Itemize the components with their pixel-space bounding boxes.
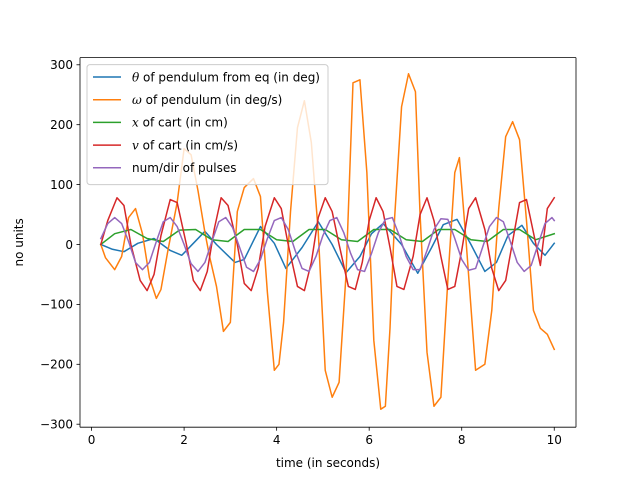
x-tick-label: 0 — [88, 433, 96, 447]
legend: θ of pendulum from eq (in deg) ω of pendu… — [86, 64, 329, 186]
x-tick-label: 6 — [365, 433, 373, 447]
series-line-1 — [99, 73, 556, 410]
y-tick-label: 200 — [50, 118, 73, 132]
legend-label-0: θ of pendulum from eq (in deg) — [132, 70, 320, 84]
series-line-3 — [99, 196, 556, 292]
legend-box — [86, 64, 329, 186]
legend-label-part: v — [132, 138, 139, 152]
legend-label-1: ω of pendulum (in deg/s) — [132, 93, 282, 107]
legend-label-part: ω — [132, 93, 142, 107]
x-tick-label: 8 — [458, 433, 466, 447]
y-tick-label: −100 — [40, 298, 73, 312]
axes — [79, 57, 577, 428]
legend-label-part: of pendulum from eq (in deg) — [139, 70, 320, 84]
y-axis-label: no units — [12, 218, 26, 266]
legend-label-part: of pendulum (in deg/s) — [142, 93, 283, 107]
x-tick-label: 4 — [273, 433, 281, 447]
series-line-4 — [99, 216, 556, 273]
legend-label-3: v of cart (in cm/s) — [132, 138, 238, 152]
series-lines — [99, 73, 556, 410]
y-tick-label: −200 — [40, 358, 73, 372]
x-axis-label: time (in seconds) — [276, 456, 380, 470]
y-tick-label: 0 — [65, 238, 73, 252]
ticks: 0 2 4 6 8 10 −300 −200 −100 0 100 200 300 — [40, 58, 562, 447]
legend-label-part: of cart (in cm) — [139, 116, 228, 130]
x-tick-label: 10 — [547, 433, 562, 447]
legend-label-2: x of cart (in cm) — [132, 116, 228, 130]
y-tick-label: −300 — [40, 418, 73, 432]
x-tick-label: 2 — [180, 433, 188, 447]
legend-label-part: x — [132, 116, 139, 130]
y-tick-label: 100 — [50, 178, 73, 192]
series-line-0 — [99, 218, 556, 274]
legend-label-part: θ — [132, 70, 140, 84]
legend-label-part: of cart (in cm/s) — [139, 138, 238, 152]
legend-label-part: num/dir of pulses — [132, 161, 236, 175]
legend-label-4: num/dir of pulses — [132, 161, 236, 175]
y-tick-label: 300 — [50, 58, 73, 72]
